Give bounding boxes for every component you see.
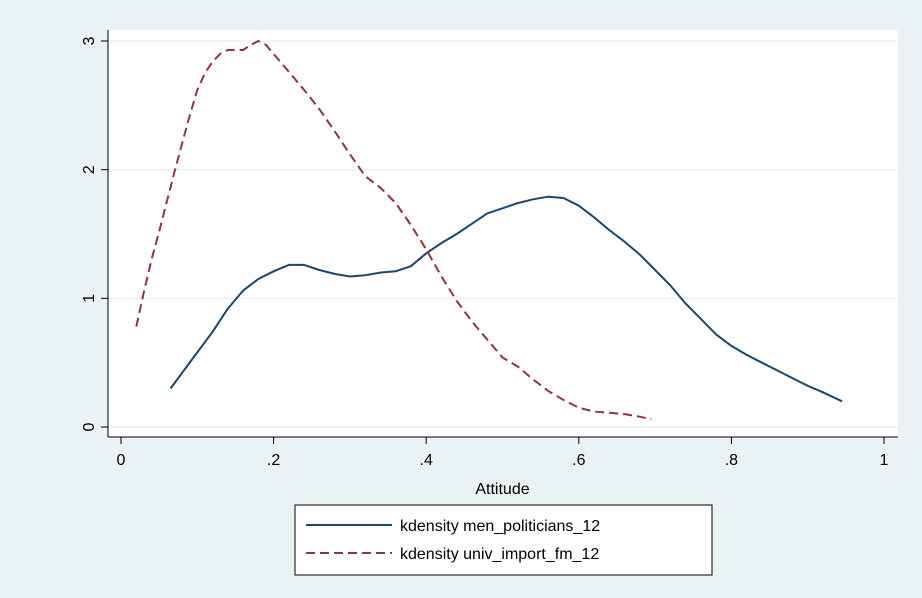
y-tick-label: 1 bbox=[81, 294, 98, 303]
x-tick-label: .4 bbox=[420, 452, 433, 469]
x-axis-title: Attitude bbox=[475, 481, 529, 498]
x-tick-label: .6 bbox=[572, 452, 585, 469]
x-tick-label: 0 bbox=[117, 452, 126, 469]
gridlines bbox=[108, 40, 898, 428]
x-tick-label: 1 bbox=[880, 452, 889, 469]
series-line-2 bbox=[135, 40, 652, 421]
x-tick-label: .8 bbox=[725, 452, 738, 469]
legend: kdensity men_politicians_12 kdensity univ… bbox=[294, 504, 713, 576]
legend-label-2: kdensity univ_import_fm_12 bbox=[400, 546, 599, 563]
legend-label-1: kdensity men_politicians_12 bbox=[400, 518, 600, 535]
axes bbox=[101, 30, 898, 444]
tick-labels: 0 .2 .4 .6 .8 1 0 1 2 3 bbox=[81, 36, 889, 469]
y-tick-label: 0 bbox=[81, 422, 98, 431]
y-tick-label: 3 bbox=[81, 36, 98, 45]
plot-area bbox=[108, 30, 898, 437]
series-line-1 bbox=[169, 195, 843, 403]
series-layer bbox=[135, 40, 843, 421]
x-tick-label: .2 bbox=[267, 452, 280, 469]
legend-box bbox=[294, 504, 713, 576]
y-tick-label: 2 bbox=[81, 165, 98, 174]
